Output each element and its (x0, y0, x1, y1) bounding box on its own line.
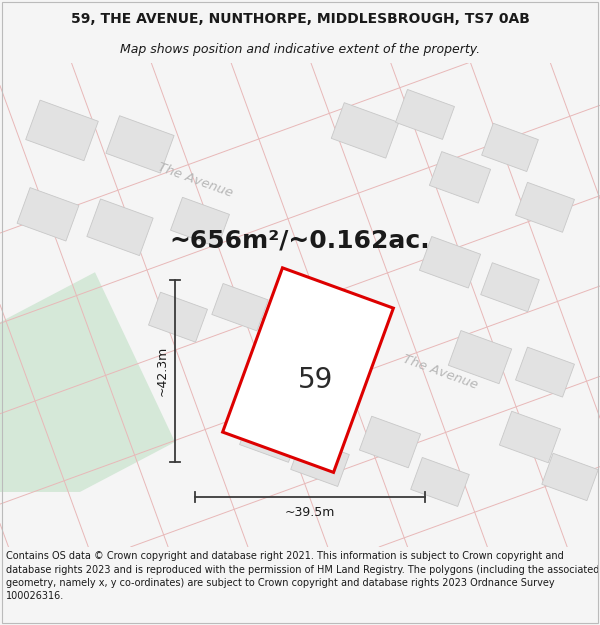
Text: ~39.5m: ~39.5m (285, 506, 335, 519)
Polygon shape (410, 458, 469, 506)
Text: Contains OS data © Crown copyright and database right 2021. This information is : Contains OS data © Crown copyright and d… (6, 551, 599, 601)
Polygon shape (87, 199, 153, 256)
Text: 59: 59 (298, 366, 334, 394)
Polygon shape (419, 236, 481, 288)
Polygon shape (170, 198, 229, 248)
Text: The Avenue: The Avenue (156, 161, 234, 200)
Polygon shape (515, 347, 574, 397)
Polygon shape (430, 152, 491, 203)
Text: The Avenue: The Avenue (401, 352, 479, 392)
Text: ~42.3m: ~42.3m (155, 346, 169, 396)
Polygon shape (542, 453, 598, 501)
Polygon shape (395, 89, 454, 139)
Text: ~656m²/~0.162ac.: ~656m²/~0.162ac. (170, 228, 430, 253)
Polygon shape (482, 123, 538, 171)
Text: Map shows position and indicative extent of the property.: Map shows position and indicative extent… (120, 44, 480, 56)
Polygon shape (149, 292, 208, 342)
Polygon shape (331, 102, 399, 158)
Polygon shape (448, 331, 512, 384)
Polygon shape (17, 188, 79, 241)
Polygon shape (26, 100, 98, 161)
Polygon shape (106, 116, 174, 173)
Polygon shape (212, 284, 268, 331)
Polygon shape (0, 272, 175, 492)
Polygon shape (0, 372, 100, 492)
Polygon shape (239, 412, 301, 462)
Polygon shape (290, 438, 349, 486)
Polygon shape (223, 268, 394, 472)
Polygon shape (515, 182, 574, 232)
Polygon shape (481, 262, 539, 312)
Polygon shape (499, 411, 560, 462)
Text: 59, THE AVENUE, NUNTHORPE, MIDDLESBROUGH, TS7 0AB: 59, THE AVENUE, NUNTHORPE, MIDDLESBROUGH… (71, 12, 529, 26)
Polygon shape (359, 416, 421, 468)
